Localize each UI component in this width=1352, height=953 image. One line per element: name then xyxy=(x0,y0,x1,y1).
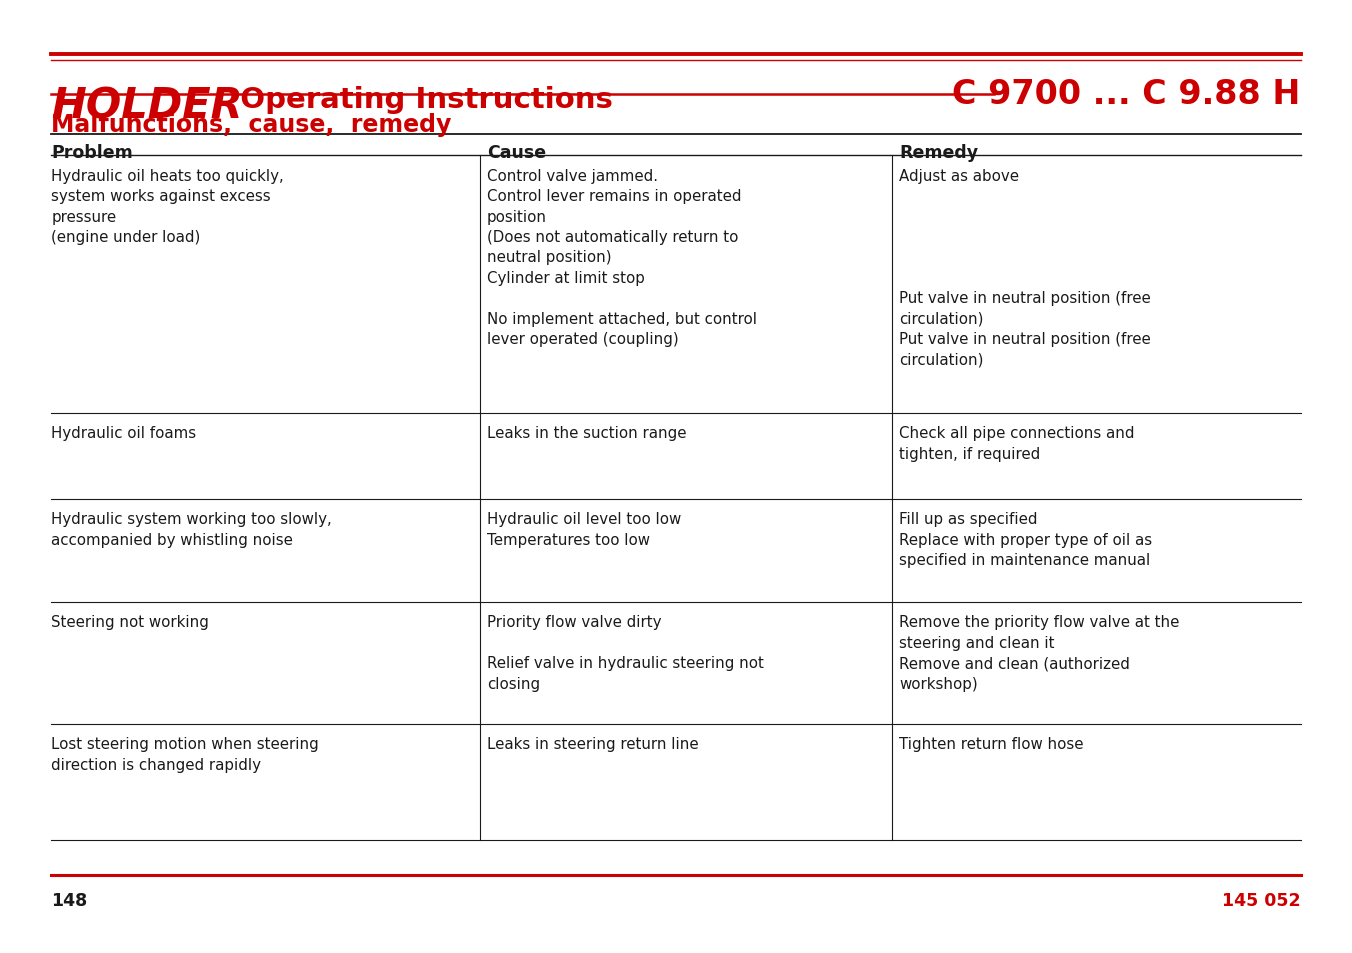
Text: Tighten return flow hose: Tighten return flow hose xyxy=(899,737,1083,752)
Text: C 9700 ... C 9.88 H: C 9700 ... C 9.88 H xyxy=(952,78,1301,112)
Text: Remedy: Remedy xyxy=(899,144,979,162)
Text: Steering not working: Steering not working xyxy=(51,615,210,630)
Text: Leaks in the suction range: Leaks in the suction range xyxy=(487,426,687,441)
Text: Adjust as above





Put valve in neutral position (free
circulation)
Put valve : Adjust as above Put valve in neutral pos… xyxy=(899,169,1151,367)
Text: Hydraulic system working too slowly,
accompanied by whistling noise: Hydraulic system working too slowly, acc… xyxy=(51,512,333,547)
Text: Cause: Cause xyxy=(487,144,546,162)
Text: Hydraulic oil foams: Hydraulic oil foams xyxy=(51,426,196,441)
Text: Control valve jammed.
Control lever remains in operated
position
(Does not autom: Control valve jammed. Control lever rema… xyxy=(487,169,757,347)
Text: Problem: Problem xyxy=(51,144,132,162)
Text: Hydraulic oil level too low
Temperatures too low: Hydraulic oil level too low Temperatures… xyxy=(487,512,681,547)
Text: 145 052: 145 052 xyxy=(1222,891,1301,909)
Text: Leaks in steering return line: Leaks in steering return line xyxy=(487,737,699,752)
Text: Check all pipe connections and
tighten, if required: Check all pipe connections and tighten, … xyxy=(899,426,1134,461)
Text: HOLDER: HOLDER xyxy=(51,86,243,128)
Text: 148: 148 xyxy=(51,891,88,909)
Text: Fill up as specified
Replace with proper type of oil as
specified in maintenance: Fill up as specified Replace with proper… xyxy=(899,512,1152,567)
Text: Priority flow valve dirty

Relief valve in hydraulic steering not
closing: Priority flow valve dirty Relief valve i… xyxy=(487,615,764,691)
Text: Lost steering motion when steering
direction is changed rapidly: Lost steering motion when steering direc… xyxy=(51,737,319,772)
Text: Operating Instructions: Operating Instructions xyxy=(220,86,614,113)
Text: Hydraulic oil heats too quickly,
system works against excess
pressure
(engine un: Hydraulic oil heats too quickly, system … xyxy=(51,169,284,245)
Text: Malfunctions,  cause,  remedy: Malfunctions, cause, remedy xyxy=(51,112,452,136)
Text: Remove the priority flow valve at the
steering and clean it
Remove and clean (au: Remove the priority flow valve at the st… xyxy=(899,615,1179,691)
